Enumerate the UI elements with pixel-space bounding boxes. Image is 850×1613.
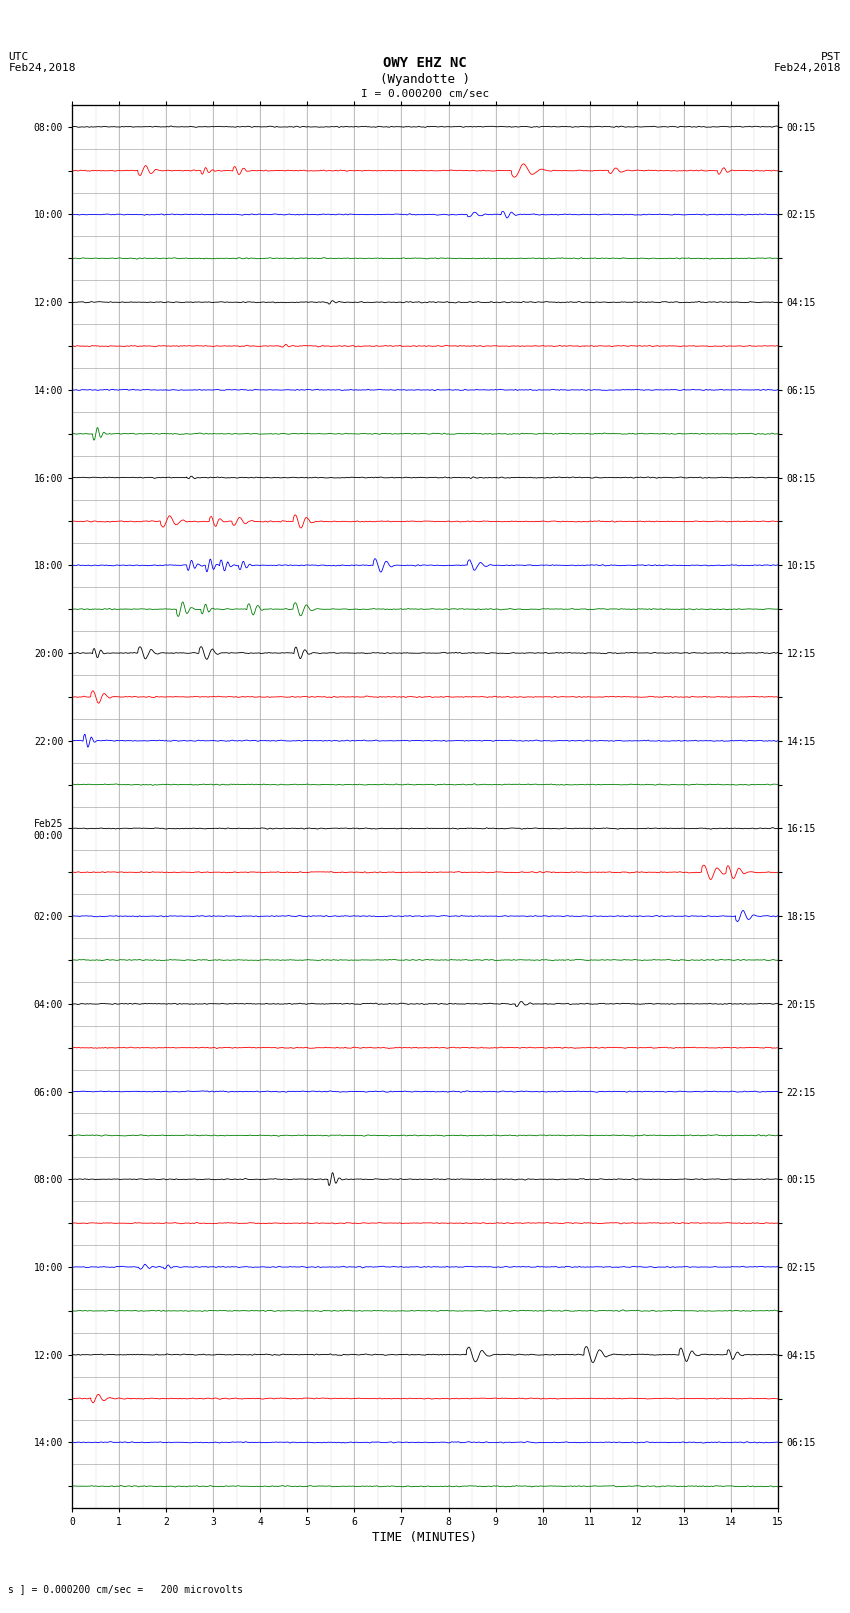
Text: UTC
Feb24,2018: UTC Feb24,2018 [8, 52, 76, 73]
Text: OWY EHZ NC: OWY EHZ NC [383, 56, 467, 71]
Text: s ] = 0.000200 cm/sec =   200 microvolts: s ] = 0.000200 cm/sec = 200 microvolts [8, 1584, 243, 1594]
X-axis label: TIME (MINUTES): TIME (MINUTES) [372, 1531, 478, 1544]
Text: PST
Feb24,2018: PST Feb24,2018 [774, 52, 842, 73]
Text: (Wyandotte ): (Wyandotte ) [380, 73, 470, 85]
Text: I = 0.000200 cm/sec: I = 0.000200 cm/sec [361, 89, 489, 98]
